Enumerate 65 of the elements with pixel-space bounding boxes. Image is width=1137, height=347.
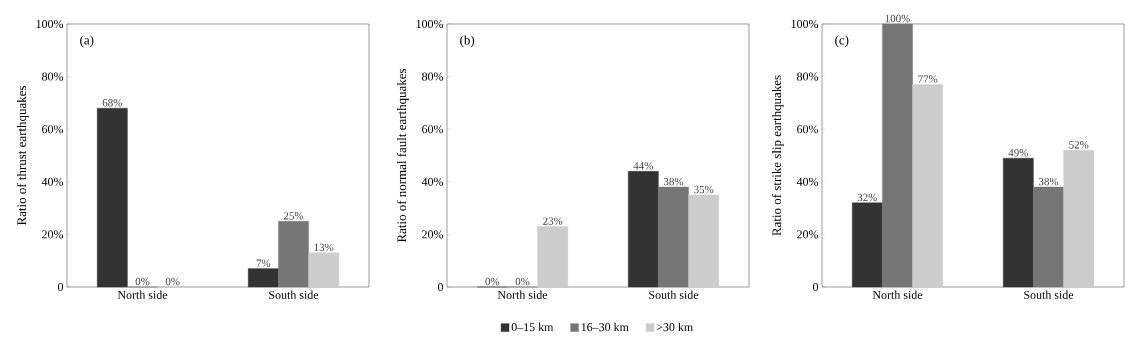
y-tick-label: 0 (437, 282, 444, 292)
data-label: 68% (102, 99, 122, 107)
y-tick-label: 60% (797, 125, 819, 134)
y-axis-title: Ratio of strike slip earthquakes (771, 75, 784, 236)
bar (852, 202, 883, 288)
data-label: 52% (1069, 141, 1089, 149)
bar (278, 221, 309, 288)
y-tick-label: 80% (422, 72, 444, 81)
x-tick-label: North side (872, 290, 923, 299)
x-tick-label: North side (497, 290, 548, 299)
y-tick-label: 80% (42, 72, 64, 81)
y-tick-label: 60% (42, 125, 64, 134)
bar (658, 186, 689, 288)
bar (308, 252, 339, 288)
y-tick-label: 80% (797, 72, 819, 81)
data-label: 44% (633, 162, 653, 170)
legend-label: >30 km (656, 322, 693, 332)
bar (537, 226, 568, 288)
bar (628, 171, 659, 288)
annotation: (b) (460, 35, 475, 48)
y-tick-label: 100% (36, 19, 64, 29)
data-label: 32% (857, 193, 877, 202)
y-tick-label: 40% (41, 177, 64, 186)
data-label: 100% (885, 14, 910, 23)
data-label: 0% (135, 277, 150, 286)
y-tick-label: 100% (416, 19, 444, 29)
data-label: 0% (515, 277, 530, 286)
bar (1003, 157, 1034, 288)
data-label: 49% (1008, 149, 1028, 157)
bar (882, 23, 913, 288)
data-label: 38% (1039, 177, 1059, 186)
bar (912, 84, 944, 288)
x-tick-label: South side (1024, 290, 1074, 299)
x-tick-label: South side (269, 290, 319, 299)
legend-label: 0–15 km (511, 322, 554, 332)
annotation: (c) (835, 35, 849, 48)
y-axis-title: Ratio of thrust earthquakes (16, 85, 29, 226)
y-tick-label: 100% (791, 19, 819, 29)
bar (97, 107, 128, 288)
y-tick-label: 40% (796, 177, 819, 186)
data-label: 23% (543, 217, 563, 225)
bar (688, 194, 720, 288)
data-label: 25% (283, 212, 304, 220)
y-tick-label: 0 (57, 282, 64, 292)
legend-label: 16–30 km (581, 322, 629, 332)
y-tick-label: 20% (422, 230, 444, 239)
y-tick-label: 0 (812, 282, 819, 292)
x-tick-label: North side (117, 290, 168, 299)
y-tick-label: 60% (422, 125, 444, 134)
data-label: 7% (256, 259, 271, 267)
data-label: 38% (663, 177, 684, 186)
data-label: 77% (918, 75, 938, 83)
y-tick-label: 40% (421, 177, 444, 186)
bar (1033, 186, 1064, 288)
bar (248, 268, 279, 288)
bar (1063, 150, 1095, 288)
x-tick-label: South side (649, 290, 699, 299)
data-label: 0% (165, 277, 180, 286)
data-label: 0% (485, 277, 500, 286)
y-axis-title: Ratio of normal fault earthquakes (396, 68, 409, 243)
data-label: 13% (314, 243, 334, 252)
data-label: 35% (694, 185, 714, 194)
y-tick-label: 20% (797, 230, 819, 239)
annotation: (a) (80, 35, 94, 48)
y-tick-label: 20% (42, 230, 64, 239)
